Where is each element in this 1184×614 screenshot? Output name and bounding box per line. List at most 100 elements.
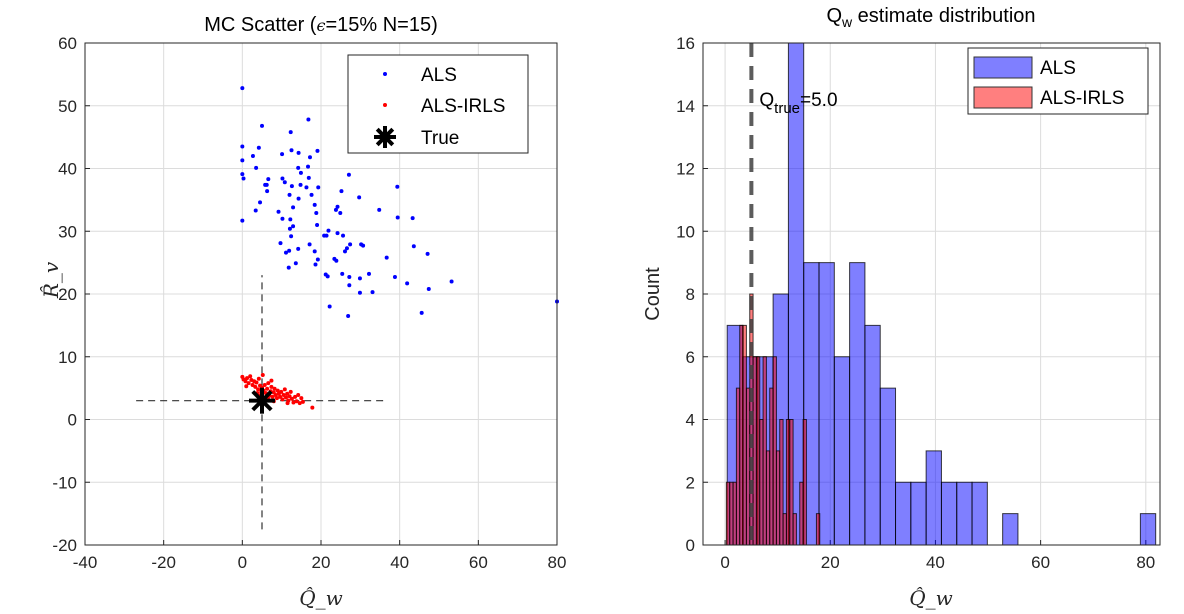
x-tick-label: 40: [926, 553, 945, 572]
histogram-bar: [772, 356, 777, 546]
data-point: [312, 202, 317, 207]
histogram-title: Qw estimate distribution: [826, 5, 1035, 30]
data-point: [361, 243, 366, 248]
histogram-bar: [752, 356, 757, 546]
series-true: [249, 387, 275, 414]
data-point: [419, 310, 424, 315]
axes-box: [84, 42, 558, 546]
data-point: [377, 207, 382, 212]
histogram-bar: [1002, 513, 1019, 546]
data-point: [274, 396, 279, 401]
data-point: [357, 290, 362, 295]
data-point: [304, 185, 309, 190]
data-point: [250, 153, 255, 158]
data-point: [253, 208, 258, 213]
title-epsilon: ϵ: [316, 16, 325, 35]
y-tick-label: 2: [686, 473, 695, 492]
data-point: [297, 401, 302, 406]
data-point: [326, 228, 331, 233]
histogram-bar: [940, 481, 958, 546]
y-tick-label: -10: [52, 473, 77, 492]
histogram-bar: [879, 387, 897, 546]
data-point: [276, 209, 281, 214]
data-point: [410, 216, 415, 221]
data-point: [281, 393, 286, 398]
y-tick-label: -20: [52, 536, 77, 555]
histogram-bar: [762, 356, 767, 546]
x-tick-label: 0: [720, 553, 729, 572]
data-point: [272, 386, 277, 391]
title-rest: estimate distribution: [852, 5, 1035, 27]
legend-label: ALS: [1040, 58, 1076, 79]
data-point: [307, 155, 312, 160]
y-tick-label: 60: [58, 34, 77, 53]
x-tick-label: 40: [390, 553, 409, 572]
data-point: [240, 172, 245, 177]
data-point: [270, 394, 275, 399]
data-point: [426, 286, 431, 291]
data-point: [280, 176, 285, 181]
histogram-bar: [849, 262, 866, 546]
data-point: [357, 195, 362, 200]
data-point: [291, 224, 296, 229]
true-value-marker: [249, 387, 275, 414]
data-point: [315, 257, 320, 262]
histogram-bar: [792, 513, 797, 546]
data-point: [392, 275, 397, 280]
y-tick-label: 20: [58, 285, 77, 304]
data-point: [346, 172, 351, 177]
data-point: [306, 117, 311, 122]
data-point: [294, 399, 299, 404]
histogram-legend: ALS ALS-IRLS: [967, 47, 1149, 115]
data-point: [299, 396, 304, 401]
x-tick-label: 60: [1031, 553, 1050, 572]
data-point: [273, 393, 278, 398]
histogram-bar: [785, 419, 791, 546]
data-point: [333, 207, 338, 212]
data-point: [315, 222, 320, 227]
data-point: [296, 150, 301, 155]
data-point: [313, 262, 318, 267]
data-point: [306, 164, 311, 169]
data-point: [283, 395, 288, 400]
data-point: [289, 234, 294, 239]
legend-dot-icon: [383, 72, 387, 76]
y-tick-label: 0: [68, 411, 77, 430]
data-point: [324, 233, 329, 238]
histogram-bar: [739, 324, 744, 546]
histogram-xlabel: Q̂_w: [909, 586, 953, 610]
series-als-irls: [240, 372, 315, 410]
data-point: [346, 313, 351, 318]
data-point: [300, 399, 305, 404]
data-point: [342, 249, 347, 254]
data-point: [296, 246, 301, 251]
data-point: [370, 290, 375, 295]
histogram-bar: [755, 356, 761, 546]
data-point: [339, 189, 344, 194]
histogram-bar: [815, 513, 821, 546]
data-point: [287, 248, 292, 253]
series-als: [240, 86, 559, 318]
data-point: [285, 391, 290, 396]
histogram-bar: [833, 356, 851, 546]
scatter-ylabel: R̂_v: [39, 261, 63, 299]
legend-label: True: [421, 128, 459, 149]
histogram-bar: [732, 481, 737, 546]
data-point: [285, 401, 290, 406]
data-point: [296, 393, 301, 398]
data-point: [280, 397, 285, 402]
data-point: [298, 170, 303, 175]
histogram-bar: [745, 387, 751, 546]
data-point: [306, 175, 311, 180]
data-point: [266, 381, 271, 386]
data-point: [334, 258, 339, 263]
data-point: [289, 184, 294, 189]
histogram-bar: [910, 481, 927, 546]
histogram-bar: [925, 450, 942, 546]
data-point: [296, 165, 301, 170]
legend-swatch-icon: [973, 56, 1033, 79]
data-point: [286, 265, 291, 270]
data-point: [256, 145, 261, 150]
data-point: [347, 283, 352, 288]
histogram-bar: [956, 481, 973, 546]
